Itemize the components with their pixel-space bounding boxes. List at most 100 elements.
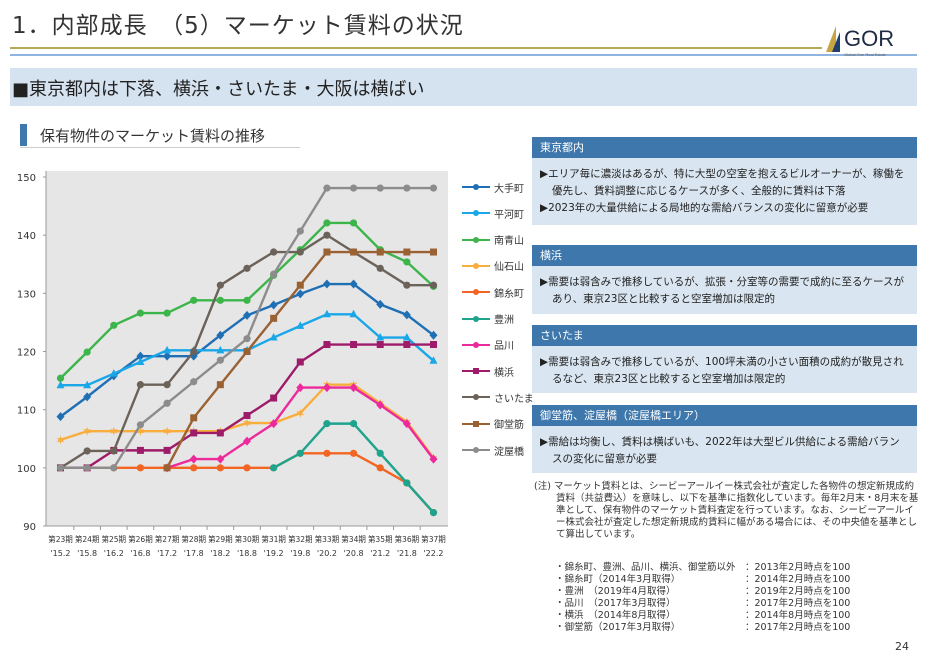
property-label: ・品川 （2017年3月取得）: [555, 598, 676, 609]
data-point: [56, 435, 65, 445]
base-date: ：2013年2月時点を100: [745, 562, 851, 573]
data-point: [216, 345, 225, 354]
x-tick-label-date: '17.2: [157, 549, 177, 558]
data-point: [110, 447, 118, 455]
data-point: [163, 381, 171, 389]
data-point: [163, 351, 172, 361]
base-date: ：2019年2月時点を100: [745, 586, 851, 597]
data-point: [216, 429, 224, 437]
data-point: [349, 184, 358, 192]
data-point: [136, 309, 145, 317]
legend-label: 横浜: [494, 367, 514, 379]
data-point: [190, 429, 198, 437]
data-point: [243, 264, 251, 272]
data-point: [136, 464, 145, 472]
data-point: [402, 310, 411, 320]
legend-item: 品川: [462, 338, 514, 352]
data-point: [269, 419, 278, 429]
base-date-list: ・錦糸町、豊洲、品川、横浜、御堂筋以外 ：2013年2月時点を100 ・錦糸町（20…: [555, 562, 850, 634]
x-tick-label-date: '19.2: [264, 549, 284, 558]
legend-swatch: [462, 262, 490, 269]
data-point: [349, 279, 358, 289]
data-point: [323, 231, 331, 239]
data-point: [323, 219, 331, 227]
x-tick-label: 第33期: [315, 534, 340, 544]
legend-label: 豊洲: [494, 315, 514, 326]
legend-label: 大手町: [494, 183, 524, 195]
data-point: [163, 464, 171, 472]
data-point: [190, 378, 198, 386]
legend-swatch: [462, 394, 490, 401]
x-tick-label-date: '18.2: [210, 549, 230, 558]
data-point: [270, 270, 278, 278]
x-tick-label: 第32期: [288, 534, 313, 544]
legend-item: 錦糸町: [462, 285, 524, 300]
data-point: [429, 184, 438, 192]
x-tick-label-date: '16.8: [130, 549, 150, 558]
legend-swatch: [462, 184, 490, 190]
data-point: [296, 383, 305, 393]
data-point: [216, 296, 224, 304]
data-point: [243, 348, 251, 355]
data-point: [270, 394, 278, 402]
x-tick-label: 第30期: [235, 534, 260, 544]
data-point: [243, 310, 251, 320]
data-point: [349, 383, 358, 393]
data-point: [323, 420, 331, 428]
x-tick-label: 第34期: [341, 534, 366, 544]
legend-item: 南青山: [462, 233, 524, 247]
data-point: [323, 449, 331, 457]
data-point: [83, 464, 91, 472]
legend-swatch: [462, 420, 490, 427]
x-tick-label-date: '21.8: [397, 549, 417, 558]
data-point: [216, 281, 224, 289]
y-tick-label: 140: [17, 231, 36, 242]
data-point: [350, 341, 358, 349]
legend-item: 御堂筋: [462, 417, 524, 431]
data-point: [403, 184, 411, 192]
data-point: [83, 380, 92, 389]
data-point: [269, 333, 278, 341]
x-tick-label: 第29期: [208, 534, 233, 544]
data-point: [376, 333, 385, 341]
y-tick-label: 150: [17, 173, 36, 184]
data-point: [190, 414, 198, 422]
data-point: [83, 426, 91, 436]
data-point: [296, 281, 304, 289]
x-tick-label-date: '15.8: [77, 549, 97, 558]
data-point: [163, 345, 172, 354]
data-point: [56, 464, 65, 472]
data-point: [429, 509, 438, 517]
base-date-row: ・豊洲 （2019年4月取得） ：2019年2月時点を100: [555, 586, 850, 598]
data-point: [402, 333, 411, 341]
property-label: ・錦糸町、豊洲、品川、横浜、御堂筋以外: [555, 562, 736, 573]
data-point: [190, 347, 198, 356]
data-point: [270, 248, 278, 256]
base-date-row: ・錦糸町、豊洲、品川、横浜、御堂筋以外 ：2013年2月時点を100: [555, 562, 850, 574]
y-tick-label: 120: [17, 348, 36, 359]
legend-item: 大手町: [462, 180, 524, 195]
panel-saitama-body: ▶需要は弱含みで推移しているが、100坪未満の小さい面積の成約が散見されるなど、…: [532, 346, 917, 393]
data-point: [296, 358, 304, 366]
data-point: [376, 248, 384, 256]
data-point: [429, 330, 438, 340]
section-marker: [20, 124, 27, 146]
y-tick-label: 130: [17, 289, 36, 300]
y-tick-label: 100: [17, 464, 36, 475]
property-label: ・豊洲 （2019年4月取得）: [555, 586, 676, 597]
data-point: [270, 314, 278, 322]
x-tick-label: 第25期: [101, 534, 126, 544]
section-underline: [20, 147, 300, 148]
data-point: [376, 299, 385, 309]
legend-label: さいたま: [494, 393, 534, 405]
data-point: [216, 454, 225, 464]
legend-swatch: [462, 447, 490, 453]
bullet: ▶需要は弱含みで推移しているが、100坪未満の小さい面積の成約が散見されるなど、…: [540, 356, 904, 385]
page-title: 1．内部成長 （5）マーケット賃料の状況: [12, 13, 464, 39]
data-point: [83, 348, 91, 356]
data-point: [83, 392, 92, 402]
x-tick-label-date: '15.2: [50, 549, 70, 558]
data-point: [163, 309, 171, 317]
legend-label: 錦糸町: [494, 288, 524, 300]
data-point: [376, 464, 384, 472]
